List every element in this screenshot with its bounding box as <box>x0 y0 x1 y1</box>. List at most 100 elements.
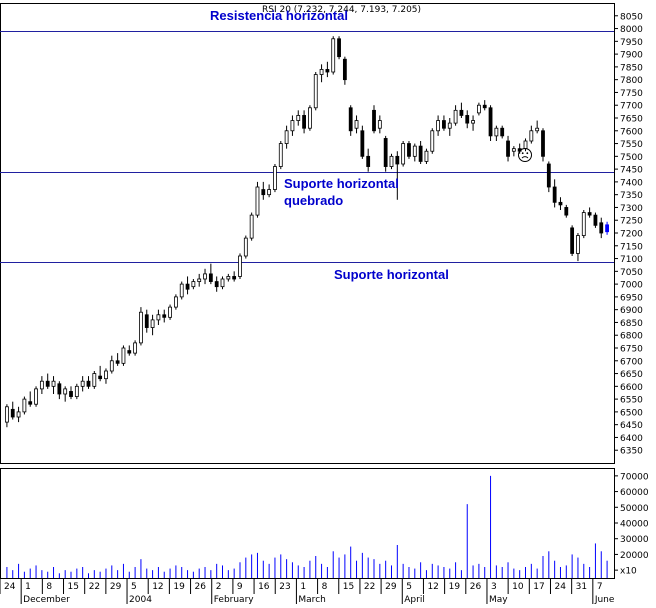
date-tick-label: 8 <box>46 582 52 592</box>
broken-support-label-line1: Suporte horizontal <box>284 176 399 191</box>
candle-body <box>249 214 254 239</box>
volume-tick-label: 70000 <box>620 472 649 482</box>
candle-body <box>168 306 172 318</box>
candle-body <box>139 311 143 344</box>
candle-body <box>407 143 411 157</box>
date-tick-label: 26 <box>195 582 207 592</box>
candle-body <box>564 207 569 216</box>
price-tick-label: 7200 <box>620 230 643 240</box>
candle-body <box>308 107 312 129</box>
candle-body <box>476 104 481 114</box>
date-tick-label: 15 <box>343 582 354 592</box>
price-axis: 6350 6400 6450 6500 6550 6600 6650 6700 6750 6800… <box>614 12 643 457</box>
candle-body <box>302 115 306 129</box>
price-tick-label: 7950 <box>620 38 643 48</box>
price-tick-label: 6400 <box>620 434 643 444</box>
volume-bars <box>6 475 608 578</box>
candle-body <box>546 163 551 188</box>
candle-body <box>5 406 9 423</box>
volume-panel-frame <box>0 468 615 579</box>
month-label: 2004 <box>129 595 152 604</box>
date-tick-label: 31 <box>576 582 587 592</box>
price-tick-label: 6900 <box>620 306 643 316</box>
candle-body <box>191 281 196 288</box>
candle-body <box>208 273 213 282</box>
candle-body <box>395 155 400 165</box>
candle-body <box>10 408 15 418</box>
candle-body <box>541 130 545 157</box>
price-tick-label: 7500 <box>620 153 643 163</box>
date-tick-label: 1 <box>25 582 31 592</box>
candle-body <box>325 69 330 73</box>
candle-body <box>412 145 417 157</box>
price-tick-label: 7100 <box>620 255 643 265</box>
candle-body <box>418 145 423 162</box>
candle-body <box>86 380 91 387</box>
price-tick-label: 7900 <box>620 51 643 61</box>
price-tick-label: 7800 <box>620 76 643 86</box>
price-tick-label: 7400 <box>620 178 643 188</box>
date-axis: 24 1 8 15 22 29 5 12 19 26 2 9 16 23 1 8 15 22 29 5 12 19 26 3 1… <box>0 578 615 605</box>
candle-body <box>98 375 103 380</box>
candle-body <box>232 276 237 280</box>
date-tick-label: 2 <box>216 582 222 592</box>
date-tick-label: 29 <box>110 582 122 592</box>
date-tick-label: 8 <box>322 582 328 592</box>
price-tick-label: 7000 <box>620 281 643 291</box>
candle-body <box>372 109 376 132</box>
price-tick-label: 7550 <box>620 140 643 150</box>
date-tick-label: 3 <box>491 582 497 592</box>
candle-body <box>51 380 56 387</box>
date-tick-label: 17 <box>533 582 544 592</box>
price-tick-label: 6700 <box>620 357 643 367</box>
volume-tick-label: 60000 <box>620 488 649 498</box>
candle-body <box>109 360 114 372</box>
candle-body <box>523 140 528 150</box>
price-tick-label: 7450 <box>620 166 643 176</box>
date-tick-label: 16 <box>258 582 270 592</box>
candle-body <box>92 373 97 387</box>
candle-body <box>261 189 266 196</box>
candle-body <box>243 237 248 257</box>
candle-body <box>121 347 126 364</box>
price-tick-label: 6600 <box>620 383 643 393</box>
candle-body <box>348 107 353 132</box>
candle-body <box>104 370 108 380</box>
price-tick-label: 7750 <box>620 89 643 99</box>
candle-body <box>488 107 493 137</box>
date-tick-label: 12 <box>152 582 163 592</box>
date-tick-label: 24 <box>4 582 16 592</box>
candle-body <box>331 38 336 73</box>
candle-body <box>179 283 184 298</box>
date-tick-label: 7 <box>597 582 603 592</box>
support-label: Suporte horizontal <box>334 267 449 282</box>
date-tick-label: 26 <box>470 582 482 592</box>
month-label: December <box>23 595 70 604</box>
candle-body <box>511 148 516 152</box>
candle-body <box>442 120 446 129</box>
candle-body <box>63 388 68 395</box>
price-tick-label: 6750 <box>620 345 643 355</box>
candle-body <box>16 411 21 418</box>
date-tick-label: 9 <box>237 582 243 592</box>
candle-body <box>22 398 27 413</box>
volume-tick-label: 40000 <box>620 520 649 530</box>
candle-body <box>284 130 289 144</box>
price-tick-label: 7250 <box>620 217 643 227</box>
sad-face-icon <box>518 148 532 162</box>
candle-body <box>127 350 132 354</box>
date-tick-label: 19 <box>449 582 461 592</box>
candle-body <box>278 143 283 167</box>
candle-body <box>342 58 347 81</box>
volume-tick-label: 30000 <box>620 535 649 545</box>
candle-body <box>377 120 382 129</box>
candle-body <box>162 314 167 318</box>
candle-body <box>529 130 534 142</box>
price-tick-label: 7150 <box>620 242 643 252</box>
price-tick-label: 7850 <box>620 63 643 73</box>
candle-body <box>465 115 470 124</box>
candle-body <box>290 120 295 132</box>
price-tick-label: 8000 <box>620 25 643 35</box>
candle-body <box>494 127 499 137</box>
